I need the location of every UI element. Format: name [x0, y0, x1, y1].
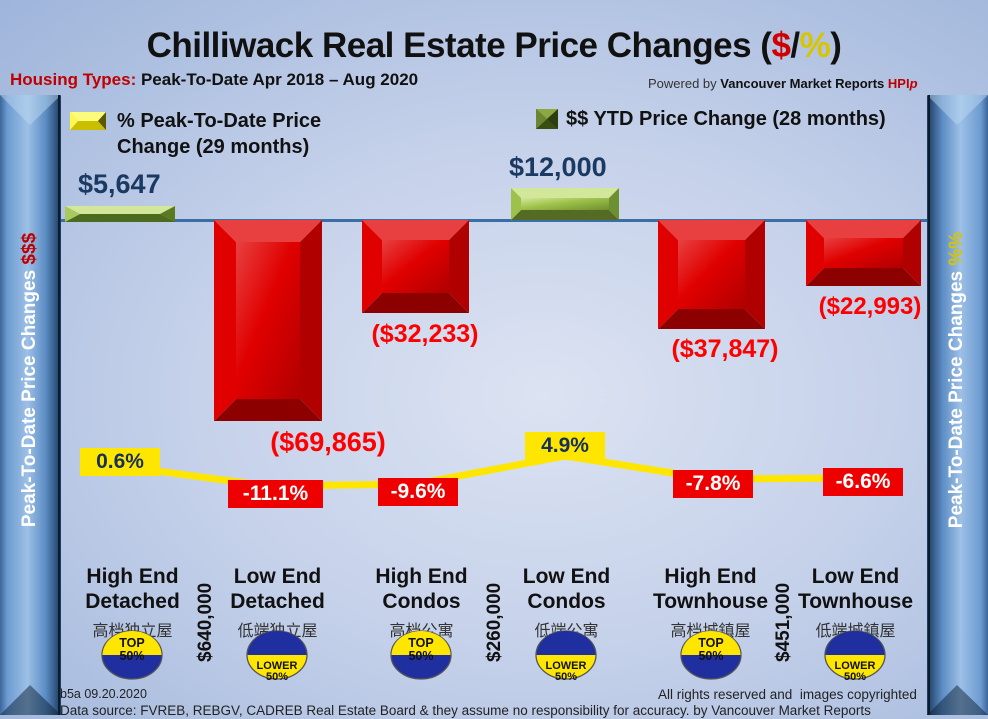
svg-text:TOP: TOP	[119, 636, 144, 650]
svg-text:50%: 50%	[555, 671, 577, 680]
svg-text:50%: 50%	[844, 671, 866, 680]
svg-text:TOP: TOP	[698, 636, 723, 650]
svg-text:50%: 50%	[119, 649, 144, 663]
svg-text:50%: 50%	[266, 671, 288, 680]
svg-text:50%: 50%	[408, 649, 433, 663]
svg-text:TOP: TOP	[408, 636, 433, 650]
svg-text:50%: 50%	[698, 649, 723, 663]
